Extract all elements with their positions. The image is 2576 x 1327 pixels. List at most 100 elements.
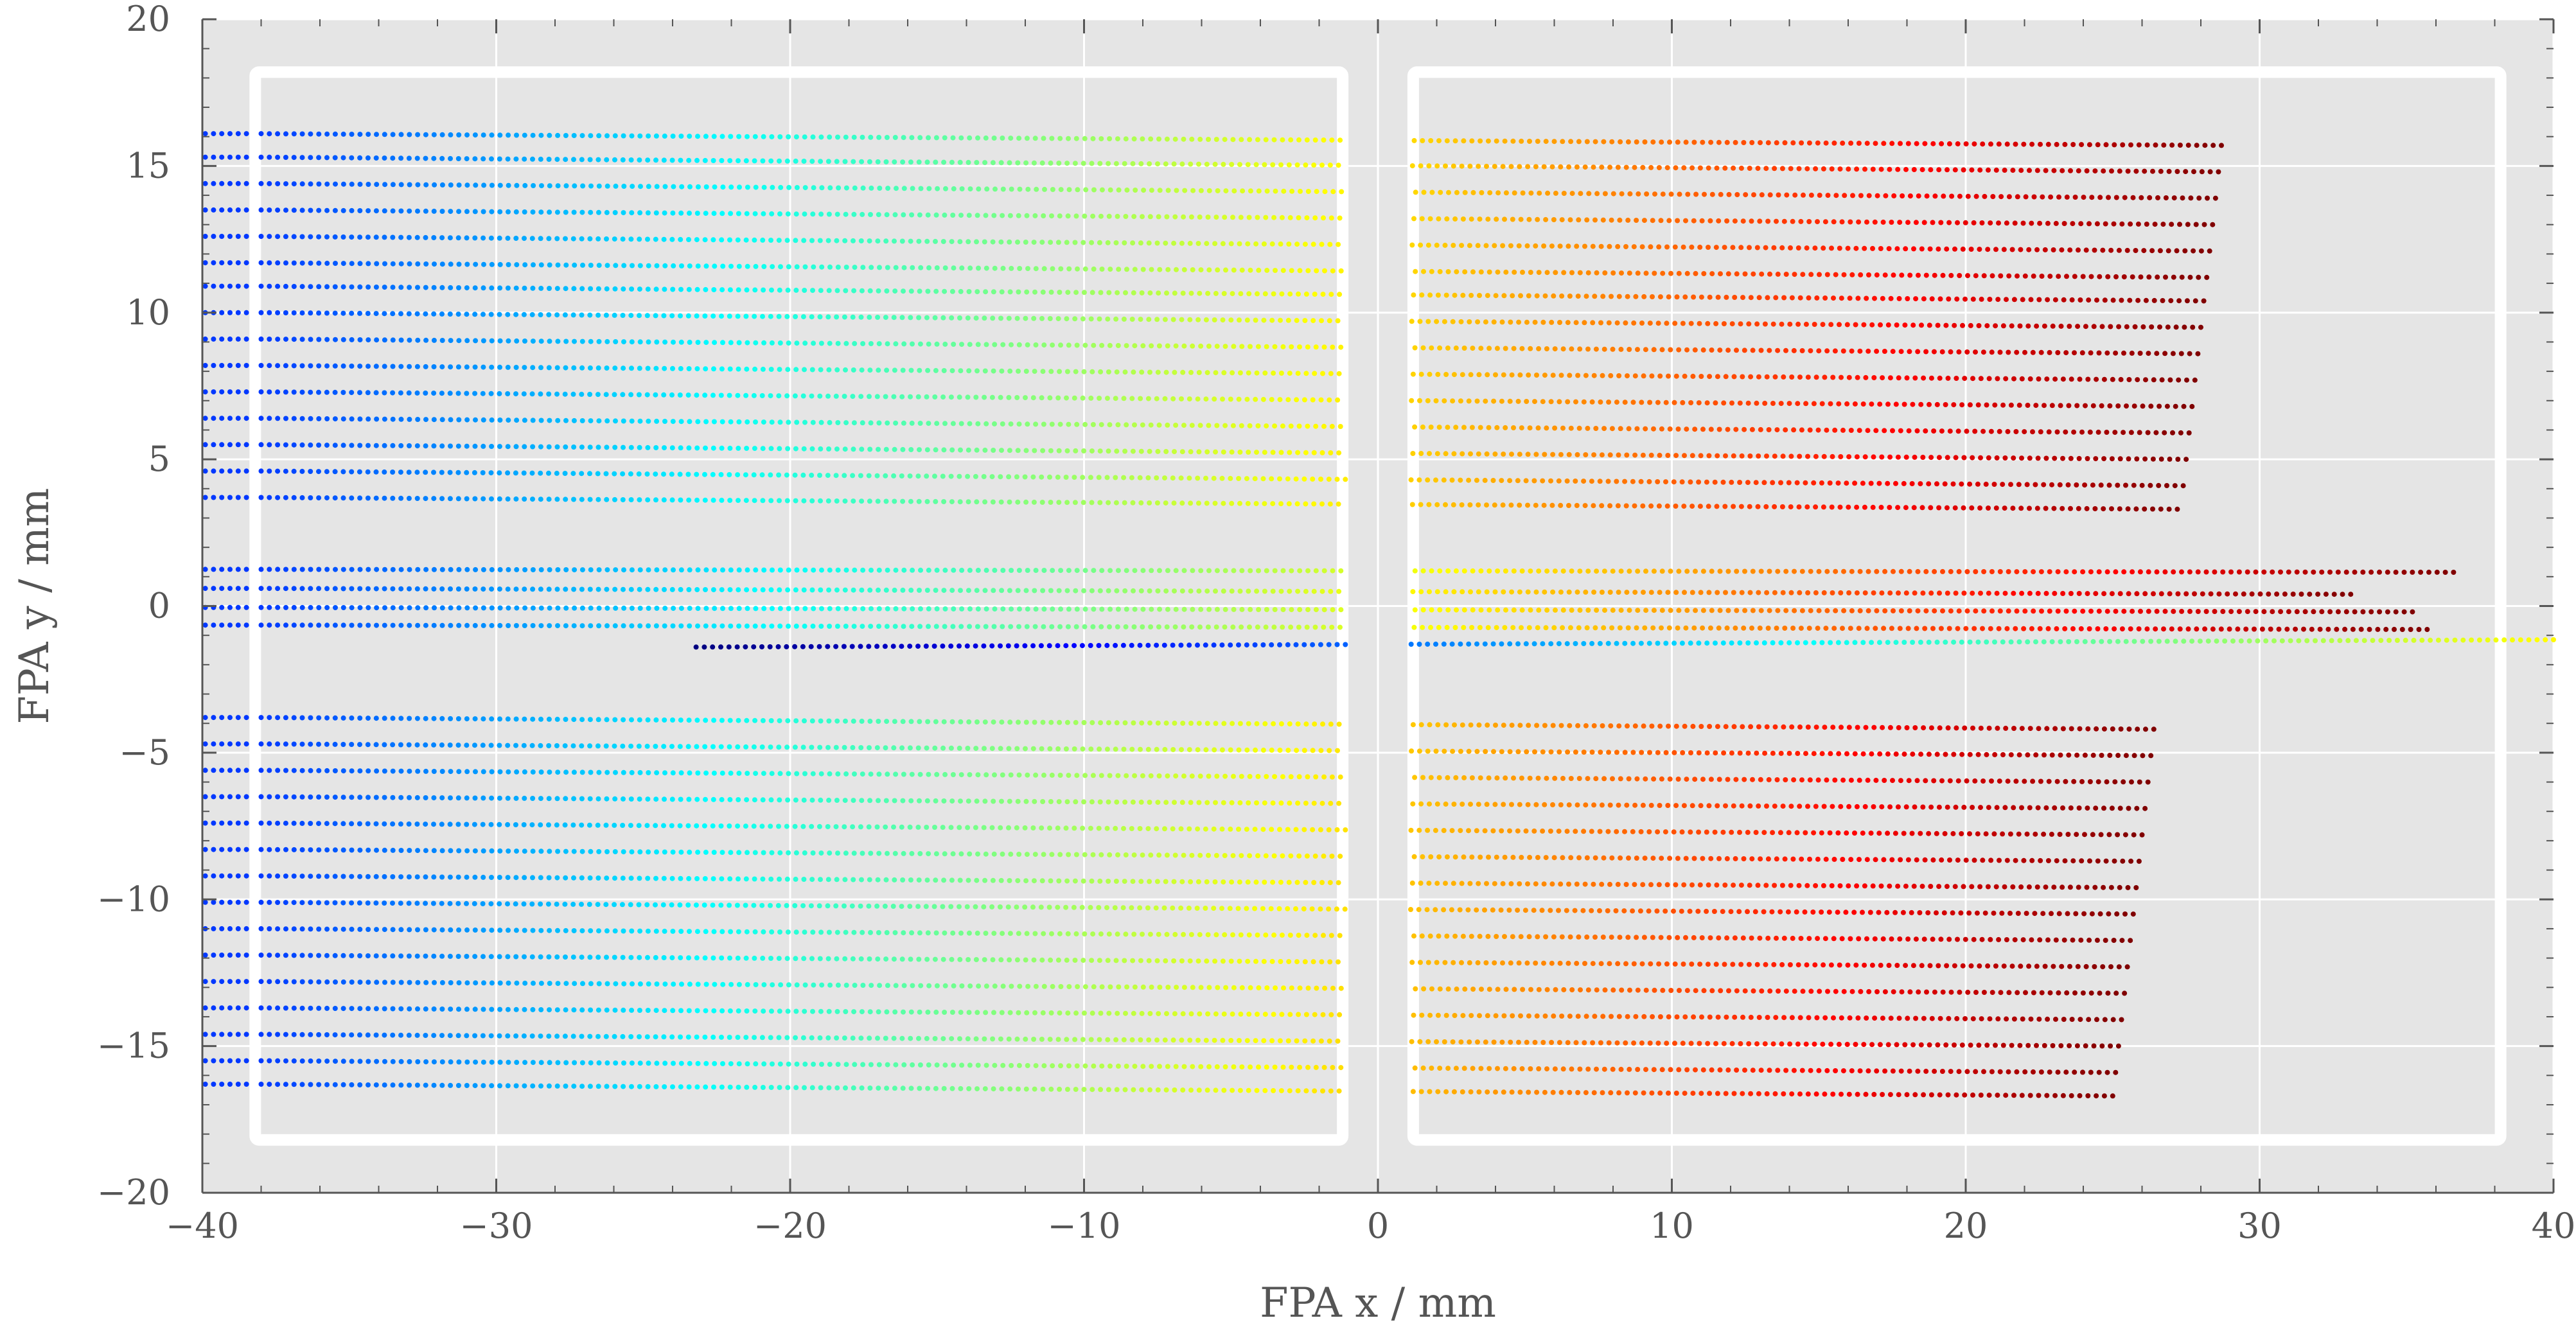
trace-point	[2076, 505, 2081, 511]
trace-point	[719, 623, 725, 629]
trace-point	[1025, 342, 1030, 347]
trace-point	[685, 313, 691, 319]
trace-point	[587, 444, 593, 450]
trace-point	[2055, 569, 2061, 575]
trace-point	[1107, 187, 1113, 193]
trace-point	[1819, 640, 1825, 646]
trace-point	[1419, 292, 1425, 298]
trace-point	[867, 367, 873, 373]
trace-point	[1659, 568, 1665, 574]
trace-point	[621, 623, 626, 629]
trace-point	[1280, 607, 1286, 612]
trace-point	[1731, 590, 1736, 595]
trace-point	[1774, 626, 1779, 631]
trace-point	[1794, 480, 1800, 486]
trace-point	[1803, 480, 1808, 486]
trace-point	[770, 184, 775, 190]
trace-point	[949, 315, 955, 321]
trace-point	[1905, 296, 1910, 301]
trace-point	[924, 447, 930, 453]
trace-point	[1270, 162, 1276, 168]
trace-point	[1188, 449, 1194, 455]
trace-point	[2086, 626, 2092, 631]
trace-point	[612, 365, 618, 371]
trace-point	[1157, 188, 1163, 193]
trace-point	[464, 470, 470, 475]
trace-point	[455, 470, 461, 475]
trace-point	[489, 338, 495, 344]
trace-point	[923, 644, 929, 649]
trace-point	[991, 719, 996, 725]
trace-point	[258, 468, 264, 474]
trace-point	[547, 567, 552, 572]
trace-point	[513, 236, 519, 241]
trace-point	[382, 605, 387, 611]
trace-point	[1295, 371, 1301, 376]
trace-point	[2060, 376, 2066, 382]
trace-point	[1804, 504, 1810, 510]
trace-point	[1055, 643, 1061, 649]
trace-point	[275, 154, 281, 160]
trace-point	[1829, 504, 1835, 510]
trace-point	[1742, 347, 1747, 353]
trace-point	[1017, 266, 1023, 271]
trace-point	[1646, 640, 1652, 646]
trace-point	[1508, 243, 1513, 249]
trace-point	[2185, 626, 2191, 632]
trace-point	[1943, 639, 1948, 645]
trace-point	[1116, 267, 1122, 272]
trace-point	[2294, 609, 2300, 615]
trace-point	[530, 156, 535, 162]
trace-point	[1437, 345, 1443, 351]
trace-point	[1255, 137, 1260, 143]
trace-point	[340, 261, 346, 267]
trace-point	[1688, 321, 1694, 326]
trace-point	[1213, 290, 1219, 296]
trace-point	[628, 586, 634, 592]
trace-point	[538, 623, 544, 629]
trace-point	[827, 264, 833, 270]
trace-point	[235, 495, 241, 500]
trace-point	[1139, 369, 1145, 375]
trace-point	[1478, 346, 1484, 351]
trace-point	[2030, 349, 2036, 355]
trace-point	[934, 341, 940, 347]
trace-point	[211, 389, 216, 395]
trace-point	[2051, 505, 2057, 511]
trace-point	[1758, 140, 1763, 146]
trace-point	[414, 364, 420, 369]
trace-point	[1302, 318, 1308, 323]
trace-point	[1750, 568, 1756, 574]
trace-point	[1206, 606, 1212, 612]
trace-point	[1269, 397, 1275, 402]
trace-point	[1124, 422, 1129, 428]
trace-point	[1749, 426, 1755, 432]
trace-point	[1857, 568, 1863, 574]
trace-point	[283, 715, 288, 721]
trace-point	[588, 567, 594, 573]
trace-point	[924, 473, 930, 479]
trace-stub	[202, 283, 249, 289]
trace-point	[2166, 168, 2172, 174]
trace-point	[2130, 274, 2135, 280]
trace-point	[349, 364, 355, 369]
trace-point	[1819, 480, 1824, 486]
trace-point	[332, 495, 338, 501]
trace-point	[2066, 639, 2072, 644]
trace-point	[2113, 608, 2119, 614]
trace-point	[687, 339, 693, 345]
trace-point	[1429, 189, 1435, 195]
trace-point	[497, 132, 503, 138]
trace-point	[1097, 500, 1103, 505]
trace-point	[958, 368, 964, 374]
trace-point	[843, 367, 848, 373]
trace-point	[340, 443, 346, 448]
trace-point	[671, 184, 676, 189]
trace-point	[2030, 429, 2035, 435]
trace-point	[719, 497, 725, 503]
trace-stub	[202, 495, 249, 500]
trace-point	[563, 623, 569, 629]
trace-stub	[202, 260, 249, 266]
trace-point	[357, 495, 363, 501]
trace-point	[1673, 453, 1679, 459]
